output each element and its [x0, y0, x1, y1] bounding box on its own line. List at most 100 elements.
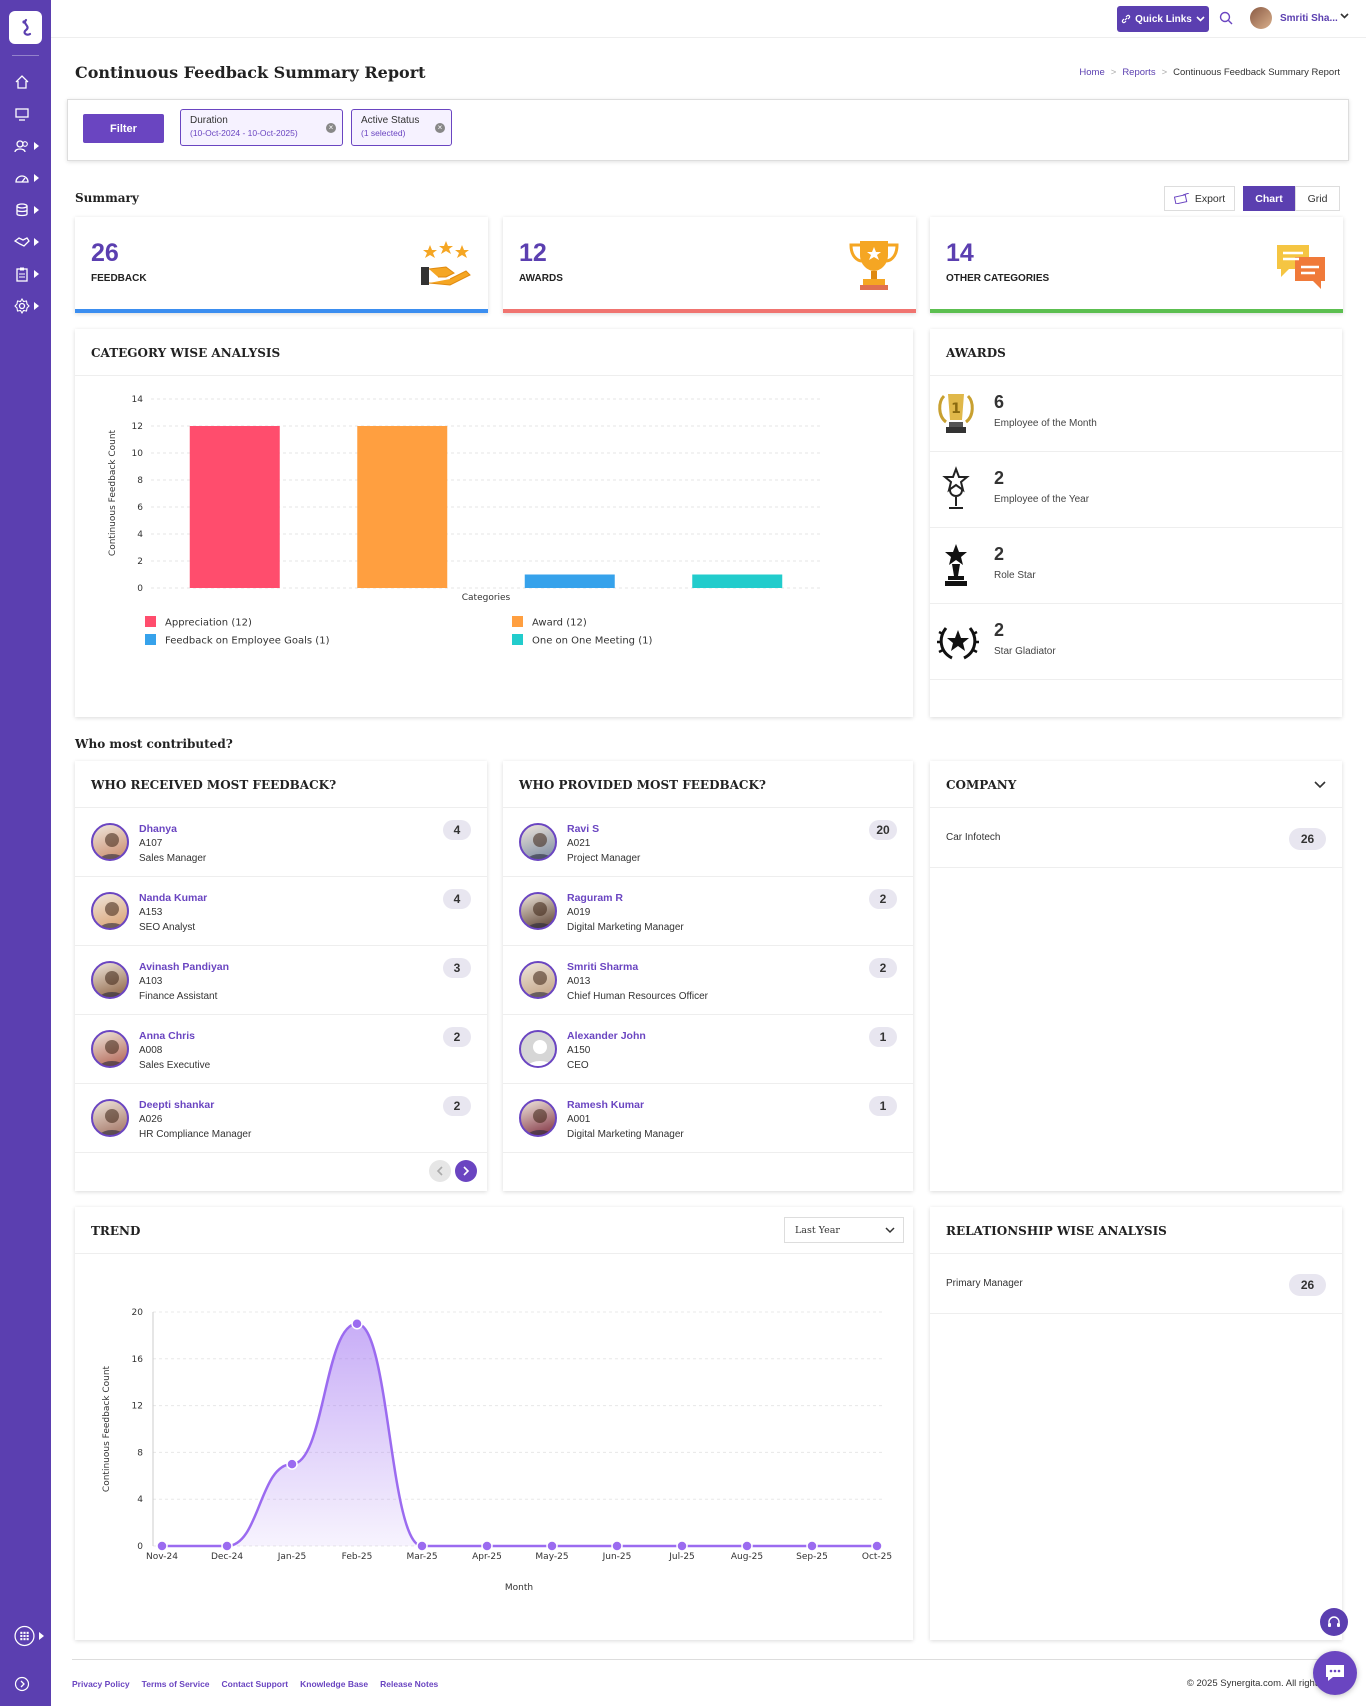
sidebar-clipboard-icon[interactable]	[14, 263, 44, 285]
person-row: Smriti Sharma A013 Chief Human Resources O…	[503, 946, 913, 1015]
terms-of-service-link[interactable]: Terms of Service	[141, 1679, 210, 1689]
person-row: Avinash Pandiyan A103 Finance Assistant 3	[75, 946, 487, 1015]
feedback-label: FEEDBACK	[91, 273, 147, 284]
active-status-filter-chip[interactable]: Active Status (1 selected) ×	[351, 109, 452, 146]
user-menu-chevron-icon[interactable]	[1340, 13, 1349, 19]
footer-links: Privacy Policy Terms of Service Contact …	[72, 1679, 438, 1689]
filter-button[interactable]: Filter	[83, 114, 164, 143]
user-avatar[interactable]	[1250, 7, 1272, 29]
privacy-policy-link[interactable]: Privacy Policy	[72, 1679, 130, 1689]
y-tick-label: 8	[137, 1448, 143, 1458]
sidebar-apps-icon[interactable]	[14, 1625, 44, 1647]
awards-card: AWARDS 1 6 Employee of the Month 2 Emplo…	[930, 329, 1342, 717]
person-name[interactable]: Dhanya	[139, 823, 177, 835]
chip-value: (10-Oct-2024 - 10-Oct-2025)	[190, 128, 298, 138]
contact-support-link[interactable]: Contact Support	[221, 1679, 289, 1689]
user-name[interactable]: Smriti Sha...	[1280, 13, 1338, 24]
person-role: Sales Executive	[139, 1060, 211, 1071]
person-name[interactable]: Anna Chris	[139, 1030, 196, 1042]
person-avatar[interactable]	[91, 823, 129, 861]
x-tick-label: Nov-24	[146, 1552, 178, 1562]
y-tick-label: 0	[137, 1542, 143, 1552]
person-row: Anna Chris A008 Sales Executive 2	[75, 1015, 487, 1084]
next-page-button[interactable]	[455, 1160, 477, 1182]
quick-links-button[interactable]: Quick Links	[1117, 6, 1209, 32]
person-avatar[interactable]	[519, 961, 557, 999]
person-name[interactable]: Smriti Sharma	[567, 961, 639, 973]
person-name[interactable]: Nanda Kumar	[139, 892, 208, 904]
breadcrumb-home[interactable]: Home	[1079, 67, 1105, 78]
person-avatar[interactable]	[91, 1030, 129, 1068]
sidebar-dashboard-icon[interactable]	[14, 167, 44, 189]
chip-title: Active Status	[361, 115, 420, 126]
knowledge-base-link[interactable]: Knowledge Base	[300, 1679, 369, 1689]
y-axis-label: Continuous Feedback Count	[102, 1365, 112, 1492]
chart-view-toggle[interactable]: Chart	[1243, 186, 1295, 211]
person-avatar[interactable]	[519, 1030, 557, 1068]
person-id: A103	[139, 976, 163, 987]
person-id: A107	[139, 838, 163, 849]
sidebar-handshake-icon[interactable]	[14, 231, 44, 253]
person-row: Dhanya A107 Sales Manager 4	[75, 808, 487, 877]
trend-point-may-25	[546, 1540, 558, 1552]
sidebar-database-icon[interactable]	[14, 199, 44, 221]
company-chevron-down-icon[interactable]	[1314, 781, 1326, 789]
person-name[interactable]: Ravi S	[567, 823, 600, 835]
other-categories-stat-bar	[930, 309, 1343, 313]
breadcrumb-reports[interactable]: Reports	[1122, 67, 1156, 78]
person-avatar[interactable]	[91, 961, 129, 999]
export-button[interactable]: Export	[1164, 186, 1235, 211]
award-count: 2	[994, 544, 1005, 564]
person-name[interactable]: Deepti shankar	[139, 1099, 215, 1111]
person-id: A153	[139, 907, 163, 918]
trend-period-value: Last Year	[795, 1225, 840, 1236]
link-icon	[1121, 14, 1131, 24]
sidebar-home-icon[interactable]	[14, 71, 44, 93]
logo[interactable]	[9, 11, 42, 44]
relationship-heading: RELATIONSHIP WISE ANALYSIS	[946, 1224, 1167, 1238]
person-name[interactable]: Alexander John	[567, 1030, 646, 1042]
person-name[interactable]: Raguram R	[567, 892, 624, 904]
person-name[interactable]: Ramesh Kumar	[567, 1099, 645, 1111]
person-id: A026	[139, 1114, 163, 1125]
person-id: A021	[567, 838, 591, 849]
previous-page-button[interactable]	[429, 1160, 451, 1182]
remove-chip-icon[interactable]: ×	[326, 123, 336, 133]
feedback-stars-hand-icon	[421, 241, 471, 286]
duration-filter-chip[interactable]: Duration (10-Oct-2024 - 10-Oct-2025) ×	[180, 109, 343, 146]
sidebar-users-icon[interactable]	[14, 135, 44, 157]
person-name[interactable]: Avinash Pandiyan	[139, 961, 230, 973]
grid-view-toggle[interactable]: Grid	[1295, 186, 1340, 211]
person-avatar[interactable]	[519, 823, 557, 861]
support-button[interactable]	[1320, 1608, 1348, 1636]
trend-period-select[interactable]: Last Year	[784, 1217, 904, 1243]
award-row: 2 Star Gladiator	[930, 604, 1342, 680]
company-heading: COMPANY	[946, 778, 1017, 792]
sidebar-monitor-icon[interactable]	[14, 103, 44, 125]
svg-text:1: 1	[951, 401, 961, 417]
award-count: 2	[994, 468, 1005, 488]
awards-label: AWARDS	[519, 273, 563, 284]
received-feedback-card: WHO RECEIVED MOST FEEDBACK? Dhanya A107 Sa…	[75, 761, 487, 1191]
bar-one-on-one-meeting	[692, 574, 783, 588]
person-avatar[interactable]	[519, 1099, 557, 1137]
y-tick-label: 2	[137, 557, 143, 567]
release-notes-link[interactable]: Release Notes	[380, 1679, 439, 1689]
sidebar-settings-icon[interactable]	[14, 295, 44, 317]
chat-button[interactable]	[1313, 1651, 1357, 1695]
awards-stat-bar	[503, 309, 916, 313]
search-icon[interactable]	[1219, 11, 1233, 25]
company-name: Car Infotech	[946, 832, 1001, 843]
person-role: SEO Analyst	[139, 922, 196, 933]
person-avatar[interactable]	[91, 1099, 129, 1137]
remove-chip-icon[interactable]: ×	[435, 123, 445, 133]
chevron-right-icon	[463, 1166, 470, 1176]
filter-bar: Filter Duration (10-Oct-2024 - 10-Oct-20…	[67, 99, 1349, 161]
award-row: 2 Employee of the Year	[930, 452, 1342, 528]
sidebar-expand-icon[interactable]	[14, 1673, 44, 1695]
person-avatar[interactable]	[519, 892, 557, 930]
award-count: 2	[994, 620, 1005, 640]
export-label: Export	[1194, 192, 1226, 205]
person-avatar[interactable]	[91, 892, 129, 930]
provided-feedback-card: WHO PROVIDED MOST FEEDBACK? Ravi S A021 Pr…	[503, 761, 913, 1191]
